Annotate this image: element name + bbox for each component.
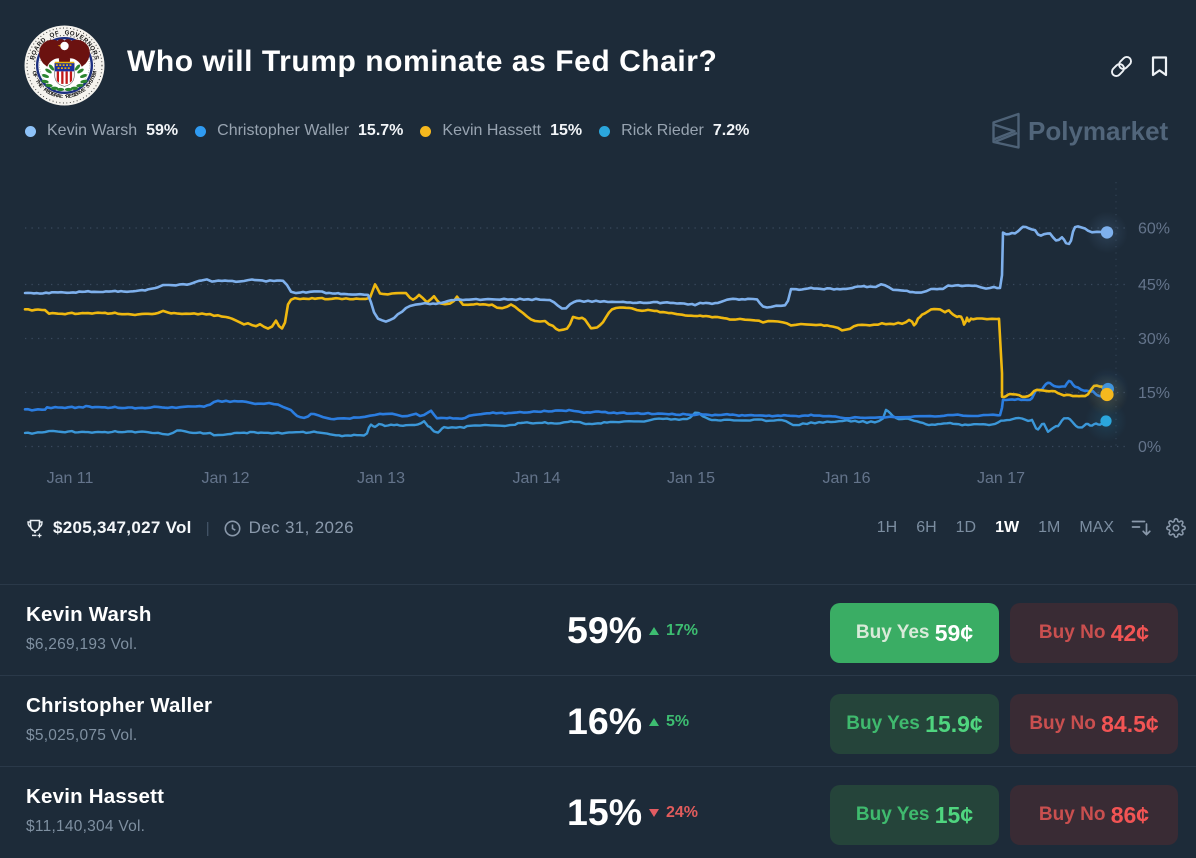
svg-text:O: O [30,49,38,56]
svg-text:Jan 11: Jan 11 [47,470,94,487]
svg-text:Jan 14: Jan 14 [512,470,560,487]
svg-text:N: N [85,40,94,48]
svg-text:R: R [53,92,59,99]
svg-text:Jan 12: Jan 12 [201,470,249,487]
svg-text:D: D [40,36,48,45]
svg-text:T: T [90,75,97,81]
svg-text:M: M [92,70,99,76]
svg-text:O: O [88,44,97,52]
svg-text:O: O [49,31,56,39]
svg-text:60%: 60% [1138,221,1170,238]
svg-text:F: F [42,87,48,94]
svg-text:Jan 15: Jan 15 [667,470,715,487]
svg-text:O: O [30,70,37,75]
svg-text:E: E [78,34,85,42]
svg-text:G: G [64,29,70,36]
svg-text:Polymarket: Polymarket [1028,116,1169,146]
svg-text:45%: 45% [1138,277,1170,294]
svg-text:S: S [88,78,95,84]
svg-text:Jan 17: Jan 17 [977,470,1025,487]
svg-text:D: D [47,90,53,97]
svg-text:15%: 15% [1138,385,1170,402]
svg-text:R: R [90,49,98,56]
svg-text:0%: 0% [1138,439,1161,456]
svg-text:E: E [44,89,51,96]
svg-text:F: F [54,30,60,38]
svg-text:30%: 30% [1138,331,1170,348]
svg-text:R: R [36,40,45,48]
svg-text:V: V [74,31,81,39]
svg-text:Jan 16: Jan 16 [822,470,870,487]
svg-text:S: S [71,92,77,99]
svg-text:O: O [69,30,75,38]
svg-text:Jan 13: Jan 13 [357,470,405,487]
svg-text:Y: Y [87,80,94,87]
svg-text:R: R [65,94,70,100]
svg-text:E: E [91,73,98,79]
svg-text:E: E [37,83,44,90]
svg-text:R: R [82,37,90,46]
svg-text:L: L [60,94,65,100]
svg-text:S: S [92,55,100,61]
svg-text:T: T [34,79,41,85]
svg-text:B: B [29,54,37,61]
svg-text:H: H [35,81,42,88]
svg-text:E: E [81,87,88,94]
svg-text:E: E [68,93,73,100]
svg-text:F: F [31,74,38,79]
svg-text:V: V [78,88,85,95]
svg-text:E: E [73,91,79,98]
svg-text:E: E [50,91,56,98]
svg-text:A: A [33,44,42,52]
svg-text:A: A [56,93,61,100]
svg-text:S: S [85,83,92,90]
svg-text:R: R [76,90,82,97]
